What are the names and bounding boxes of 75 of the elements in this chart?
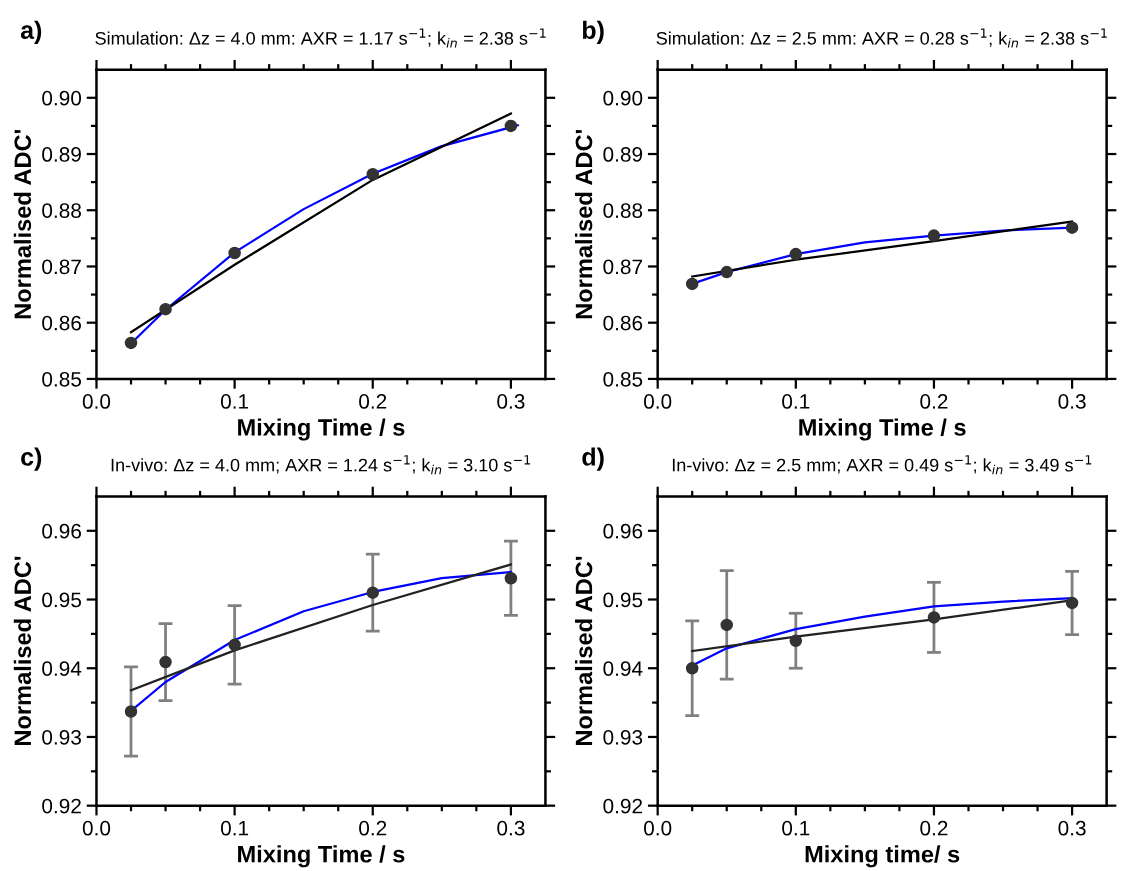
x-tick-label: 0.3 xyxy=(497,820,525,836)
text: a) xyxy=(20,20,42,44)
y-tick-label: 0.96 xyxy=(603,523,643,539)
y-tick-label: 0.94 xyxy=(42,661,82,676)
y-tick-label: 0.86 xyxy=(42,315,81,331)
point xyxy=(504,571,518,585)
x-tick-label: 0.1 xyxy=(220,394,249,409)
y-tick-label: 0.94 xyxy=(603,661,643,676)
y-tick-label: 0.87 xyxy=(42,259,81,275)
y-tick-label: 0.92 xyxy=(42,798,81,814)
point xyxy=(1065,221,1079,234)
x-tick-label: 0.0 xyxy=(82,394,111,409)
text: b) xyxy=(583,20,604,44)
point xyxy=(789,247,803,261)
point xyxy=(1065,596,1079,610)
point xyxy=(927,229,941,242)
chart-title: Simulation: Δz = 2.5 mm: AXR = 0.28 s$^{−1}$; k$_{in}$ = 2.38 s$^{−1}$ xyxy=(656,28,1107,48)
x-tick-label: 0.1 xyxy=(782,820,810,836)
y-tick-label: 0.90 xyxy=(603,90,643,106)
y-axis-title: Normalised ADC' xyxy=(574,556,593,745)
y-tick-label: 0.92 xyxy=(603,798,643,814)
y-tick-label: 0.87 xyxy=(603,259,643,275)
y-axis-title: Normalised ADC' xyxy=(13,556,32,745)
x-tick-label: 0.2 xyxy=(920,394,948,409)
point xyxy=(124,705,138,718)
y-axis-title: Normalised ADC' xyxy=(13,130,32,319)
chart-title: Simulation: Δz = 4.0 mm: AXR = 1.17 s$^{−1}$; k$_{in}$ = 2.38 s$^{−1}$ xyxy=(95,28,546,48)
x-axis-title: Mixing Time / s xyxy=(799,418,966,441)
y-tick-label: 0.89 xyxy=(603,147,643,162)
y-tick-label: 0.95 xyxy=(42,592,82,608)
x-tick-label: 0.2 xyxy=(920,820,948,836)
point xyxy=(789,634,803,647)
point xyxy=(504,119,518,133)
y-axis-title: Normalised ADC' xyxy=(574,130,593,319)
point xyxy=(366,586,380,599)
y-tick-label: 0.88 xyxy=(603,203,643,218)
point xyxy=(228,638,241,652)
point xyxy=(228,246,241,260)
y-tick-label: 0.88 xyxy=(42,203,81,218)
x-axis-title: Mixing Time / s xyxy=(238,845,405,868)
text: d) xyxy=(582,447,604,471)
y-tick-label: 0.96 xyxy=(42,523,81,539)
point xyxy=(720,618,733,632)
point xyxy=(927,611,941,624)
y-tick-label: 0.86 xyxy=(603,315,643,331)
x-tick-label: 0.0 xyxy=(82,820,111,836)
x-tick-label: 0.2 xyxy=(359,820,387,836)
x-tick-label: 0.3 xyxy=(1058,820,1086,836)
x-tick-label: 0.1 xyxy=(220,820,249,836)
chart-title: In-vivo: Δz = 2.5 mm; AXR = 0.49 s$^{−1}$; k$_{in}$ = 3.49 s$^{−1}$ xyxy=(672,455,1092,475)
x-axis-title: Mixing Time / s xyxy=(238,418,405,441)
x-tick-label: 0.2 xyxy=(359,394,387,409)
line-series xyxy=(129,563,513,692)
x-tick-label: 0.1 xyxy=(782,394,810,409)
y-tick-label: 0.89 xyxy=(42,147,81,162)
point xyxy=(124,336,138,350)
point xyxy=(159,655,172,669)
chart-title: In-vivo: Δz = 4.0 mm; AXR = 1.24 s$^{−1}$; k$_{in}$ = 3.10 s$^{−1}$ xyxy=(111,455,530,475)
text: c) xyxy=(21,447,42,471)
point xyxy=(685,661,699,675)
x-tick-label: 0.3 xyxy=(1058,394,1086,409)
y-tick-label: 0.93 xyxy=(42,729,81,745)
x-tick-label: 0.0 xyxy=(644,394,672,409)
point xyxy=(159,302,172,316)
x-tick-label: 0.3 xyxy=(497,394,525,409)
point xyxy=(685,277,699,291)
x-axis-title: Mixing time/ s xyxy=(805,845,960,868)
point xyxy=(366,168,380,181)
point xyxy=(720,265,733,279)
y-tick-label: 0.90 xyxy=(42,90,82,106)
x-tick-label: 0.0 xyxy=(644,820,672,836)
y-tick-label: 0.85 xyxy=(603,371,643,387)
y-tick-label: 0.95 xyxy=(603,592,643,608)
y-tick-label: 0.93 xyxy=(603,729,643,745)
y-tick-label: 0.85 xyxy=(42,371,82,387)
